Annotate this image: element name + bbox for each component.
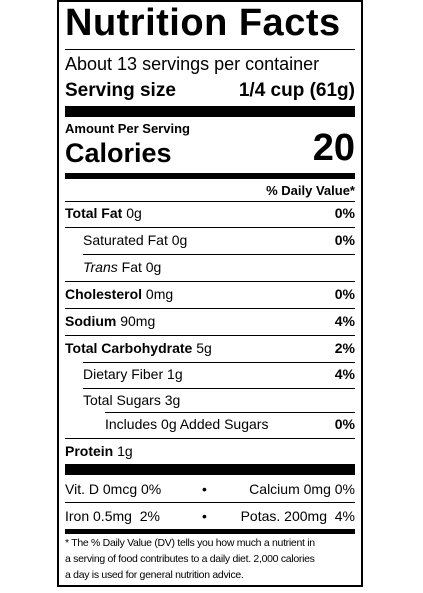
protein-label: Protein — [65, 443, 114, 459]
thick-divider-top — [65, 106, 355, 117]
bullet-separator: • — [202, 508, 207, 524]
total-fat-amount: 0g — [126, 205, 142, 221]
divider — [65, 438, 355, 439]
thick-divider-protein — [65, 464, 355, 475]
thick-divider-footnote — [65, 529, 355, 534]
dietary-fiber-amount: 1g — [167, 366, 183, 382]
bullet-separator: • — [202, 481, 207, 497]
divider — [65, 502, 355, 503]
title-divider — [65, 49, 355, 50]
iron: Iron 0.5mg 2% — [65, 508, 160, 524]
trans-fat-label-italic: Trans — [83, 259, 118, 275]
divider — [65, 308, 355, 309]
cholesterol-dv: 0% — [334, 286, 355, 302]
dietary-fiber-label: Dietary Fiber — [83, 366, 164, 382]
trans-fat-label: Fat — [121, 259, 142, 275]
total-carbohydrate-dv: 2% — [334, 340, 355, 356]
sodium-row: Sodium 90mg — [65, 313, 155, 329]
servings-per-container: About 13 servings per container — [65, 54, 320, 74]
total-sugars-amount: 3g — [164, 392, 181, 408]
cholesterol-row: Cholesterol 0mg — [65, 286, 173, 302]
dietary-fiber-row: Dietary Fiber 1g — [83, 366, 183, 382]
footnote-line-2: a serving of food contributes to a daily… — [65, 553, 315, 565]
potassium: Potas. 200mg 4% — [240, 508, 355, 524]
total-fat-row: Total Fat 0g — [65, 205, 142, 221]
calories-value: 20 — [312, 127, 355, 169]
daily-value-header: % Daily Value* — [266, 183, 355, 198]
amount-per-serving: Amount Per Serving — [65, 121, 190, 136]
protein-amount: 1g — [117, 443, 133, 459]
added-sugars-dv: 0% — [334, 416, 355, 432]
total-sugars-row: Total Sugars 3g — [83, 392, 180, 408]
serving-size-label: Serving size — [65, 80, 176, 101]
divider — [65, 201, 355, 202]
sodium-dv: 4% — [334, 313, 355, 329]
calories-label: Calories — [65, 138, 172, 168]
thick-divider-calories — [65, 173, 355, 179]
sodium-amount: 90mg — [120, 313, 156, 329]
saturated-fat-label: Saturated Fat — [83, 232, 168, 248]
saturated-fat-row: Saturated Fat 0g — [83, 232, 187, 248]
total-fat-dv: 0% — [334, 205, 355, 221]
cholesterol-amount: 0mg — [145, 286, 174, 302]
protein-row: Protein 1g — [65, 443, 133, 459]
trans-fat-amount: 0g — [145, 259, 162, 275]
saturated-fat-amount: 0g — [171, 232, 188, 248]
total-carbohydrate-row: Total Carbohydrate 5g — [65, 340, 212, 356]
added-sugars-label: Includes 0g Added Sugars — [105, 416, 269, 432]
calcium: Calcium 0mg 0% — [249, 481, 355, 497]
cholesterol-label: Cholesterol — [65, 286, 143, 302]
divider — [83, 388, 355, 389]
divider — [65, 227, 355, 228]
total-carbohydrate-amount: 5g — [196, 340, 212, 356]
trans-fat-row: Trans Fat 0g — [83, 259, 161, 275]
footnote-line-1: * The % Daily Value (DV) tells you how m… — [65, 537, 315, 549]
total-sugars-label: Total Sugars — [83, 392, 161, 408]
footnote-line-3: a day is used for general nutrition advi… — [65, 569, 244, 581]
divider — [105, 412, 355, 413]
serving-size-value: 1/4 cup (61g) — [238, 80, 355, 101]
vitamin-d: Vit. D 0mcg 0% — [65, 481, 162, 497]
saturated-fat-dv: 0% — [334, 232, 355, 248]
dietary-fiber-dv: 4% — [334, 366, 355, 382]
divider — [83, 254, 355, 255]
divider — [83, 362, 355, 363]
label-title: Nutrition Facts — [65, 2, 341, 44]
divider — [65, 281, 355, 282]
nutrition-facts-label: Nutrition Facts About 13 servings per co… — [57, 0, 363, 587]
sodium-label: Sodium — [65, 313, 117, 329]
total-carbohydrate-label: Total Carbohydrate — [65, 340, 193, 356]
total-fat-label: Total Fat — [65, 205, 123, 221]
divider — [65, 335, 355, 336]
